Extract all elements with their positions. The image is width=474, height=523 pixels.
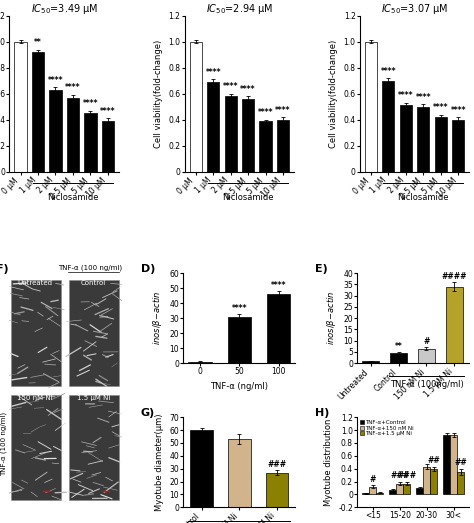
Bar (225, 96, 237, 172)
Bar (435, 117, 447, 172)
Text: ###: ### (267, 460, 287, 469)
Text: ****: **** (258, 108, 273, 117)
Text: 1.5 μM Ni: 1.5 μM Ni (77, 395, 110, 401)
Text: H): H) (315, 408, 329, 418)
Text: #: # (370, 474, 376, 484)
Bar (188, 362, 212, 363)
Bar (267, 294, 291, 363)
Text: ##: ## (454, 459, 467, 468)
Bar (446, 287, 463, 363)
Bar (277, 120, 289, 172)
Text: ####: #### (442, 272, 467, 281)
Text: ****: **** (275, 106, 291, 115)
Text: ****: **** (100, 107, 116, 116)
Text: **: ** (34, 38, 42, 47)
Bar (416, 488, 423, 494)
Text: ###: ### (390, 471, 409, 480)
Text: TNF-α (100 ng/ml): TNF-α (100 ng/ml) (58, 264, 122, 271)
Text: E): E) (315, 264, 327, 274)
Y-axis label: Cell viability(fold-change): Cell viability(fold-change) (329, 40, 338, 148)
Bar (102, 121, 114, 172)
Bar (376, 493, 383, 494)
Legend: TNF-α+Control, TNF-α+150 nM Ni, TNF-α+1.5 μM Ni: TNF-α+Control, TNF-α+150 nM Ni, TNF-α+1.… (360, 420, 414, 436)
Text: ****: **** (433, 103, 448, 112)
Bar (32, 52, 44, 172)
Bar (430, 469, 437, 494)
Text: #: # (423, 337, 429, 346)
Bar (382, 81, 394, 172)
Y-axis label: $inos/\beta\mathit{-actin}$: $inos/\beta\mathit{-actin}$ (325, 291, 337, 345)
Text: 150 nM Ni: 150 nM Ni (18, 395, 53, 401)
Y-axis label: Myotube diameter(μm): Myotube diameter(μm) (155, 414, 164, 511)
X-axis label: TNF-α (ng/ml): TNF-α (ng/ml) (210, 382, 268, 391)
Text: G): G) (141, 408, 155, 418)
Bar (443, 435, 450, 494)
Bar (423, 467, 430, 494)
Text: F): F) (0, 264, 9, 274)
Text: ****: **** (398, 91, 413, 100)
Bar (417, 107, 429, 172)
Text: Control: Control (81, 280, 106, 286)
Text: Niclosamide: Niclosamide (398, 192, 449, 201)
Text: ****: **** (240, 85, 256, 94)
Text: ****: **** (48, 76, 63, 85)
Text: Niclosamide: Niclosamide (47, 192, 99, 201)
Text: TNF-α (100 ng/ml): TNF-α (100 ng/ml) (0, 412, 7, 476)
Bar (228, 439, 251, 507)
Bar (403, 484, 410, 494)
Bar (362, 361, 379, 363)
Bar (190, 42, 202, 172)
Text: ****: **** (205, 68, 221, 77)
Title: PANC-1
$IC_{50}$=3.07 μM: PANC-1 $IC_{50}$=3.07 μM (381, 0, 448, 16)
Y-axis label: Cell viability(fold-change): Cell viability(fold-change) (154, 40, 163, 148)
Bar (67, 98, 79, 172)
Bar (389, 490, 396, 494)
Text: ****: **** (232, 304, 247, 313)
Bar (242, 99, 254, 172)
Bar (362, 493, 369, 494)
Text: ****: **** (82, 99, 98, 108)
Y-axis label: Myotube distribution: Myotube distribution (324, 418, 333, 506)
Text: Untreated: Untreated (18, 280, 53, 286)
Bar (452, 120, 465, 172)
Text: **: ** (395, 343, 402, 351)
Bar (396, 484, 403, 494)
Text: TNF-α (100ng/ml): TNF-α (100ng/ml) (390, 380, 463, 389)
Text: ##: ## (428, 456, 440, 465)
Bar (228, 317, 251, 363)
Title: HCT-116
$IC_{50}$=2.94 μM: HCT-116 $IC_{50}$=2.94 μM (206, 0, 273, 16)
Bar (369, 487, 376, 494)
Text: ****: **** (381, 66, 396, 75)
Y-axis label: $inos/\beta\mathit{-actin}$: $inos/\beta\mathit{-actin}$ (151, 291, 164, 345)
Text: ****: **** (223, 82, 238, 91)
Bar (400, 106, 412, 172)
Bar (49, 90, 62, 172)
Bar (259, 121, 272, 172)
Bar (10, 280, 61, 385)
Bar (69, 395, 119, 501)
Bar (457, 472, 464, 494)
Title: A549
$IC_{50}$=3.49 μM: A549 $IC_{50}$=3.49 μM (30, 0, 98, 16)
Bar (69, 280, 119, 385)
Bar (390, 353, 407, 363)
Bar (207, 82, 219, 172)
Bar (418, 349, 435, 363)
Bar (14, 42, 27, 172)
Text: ****: **** (271, 281, 286, 290)
Bar (190, 430, 213, 507)
Bar (450, 435, 457, 494)
Bar (84, 113, 97, 172)
Text: ****: **** (416, 93, 431, 101)
Text: ****: **** (65, 84, 81, 93)
Bar (266, 473, 289, 507)
Text: Niclosamide: Niclosamide (222, 192, 274, 201)
Bar (365, 42, 377, 172)
Text: ###: ### (397, 471, 416, 480)
Bar (10, 395, 61, 501)
Text: D): D) (141, 264, 155, 274)
Text: ****: **** (450, 106, 466, 115)
